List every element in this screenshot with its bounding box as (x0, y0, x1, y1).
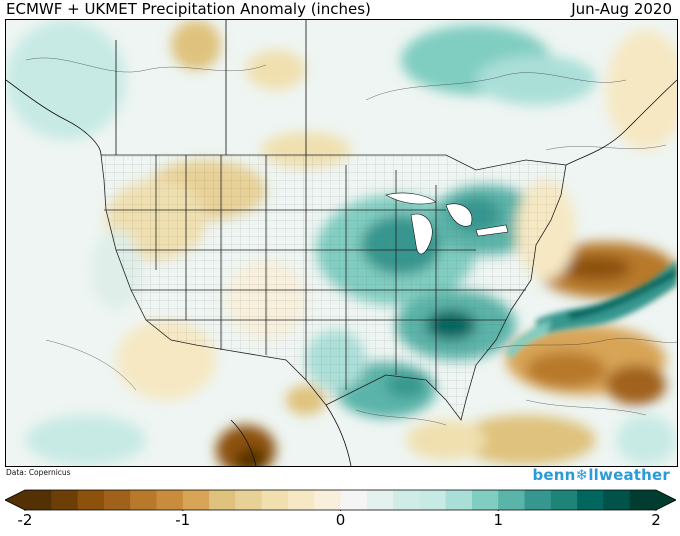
colorbar-extend-high (656, 490, 676, 510)
brand-prefix: benn (532, 466, 576, 484)
colorbar-cell (156, 490, 184, 510)
colorbar-cell (603, 490, 631, 510)
colorbar-cell (445, 490, 473, 510)
colorbar-tick-label: 0 (335, 511, 346, 529)
county-grid (101, 155, 566, 420)
colorbar-cell (209, 490, 236, 510)
coastlines (6, 20, 677, 466)
colorbar-cell (235, 490, 263, 510)
colorbar-cell (130, 490, 157, 510)
colorbar (5, 489, 676, 511)
brand-suffix: llweather (588, 466, 670, 484)
colorbar-tick-label: -2 (17, 511, 33, 529)
colorbar-cell (25, 490, 52, 510)
colorbar-cell (77, 490, 105, 510)
state-borders (100, 154, 567, 421)
colorbar-cell (577, 490, 604, 510)
anomaly-map (5, 19, 678, 467)
colorbar-cell (524, 490, 552, 510)
colorbar-cell (340, 490, 368, 510)
colorbar-cell (419, 490, 447, 510)
colorbar-cell (498, 490, 526, 510)
brand-logo: benn❄llweather (532, 466, 670, 484)
colorbar-cell (287, 490, 315, 510)
colorbar-tick-labels: -2 -1 0 1 2 (0, 511, 680, 533)
colorbar-cell (393, 490, 420, 510)
snowflake-icon: ❄ (575, 466, 589, 484)
colorbar-cell (366, 490, 394, 510)
map-title: ECMWF + UKMET Precipitation Anomaly (inc… (6, 0, 371, 18)
colorbar-tick-label: -1 (175, 511, 191, 529)
great-lakes (385, 192, 509, 255)
colorbar-cell (103, 490, 131, 510)
colorbar-tick-label: 1 (493, 511, 504, 529)
colorbar-cell (550, 490, 578, 510)
colorbar-cells (5, 490, 676, 510)
colorbar-extend-low (5, 490, 25, 510)
data-credit: Data: Copernicus (6, 468, 71, 477)
period-label: Jun-Aug 2020 (571, 0, 672, 18)
colorbar-cell (629, 490, 657, 510)
anomaly-map-svg (6, 20, 677, 466)
atlantic-wet-band (506, 260, 677, 360)
contour-lines (25, 57, 677, 426)
colorbar-cell (471, 490, 499, 510)
colorbar-tick-label: 2 (651, 511, 661, 529)
colorbar-cell (261, 490, 289, 510)
colorbar-cell (51, 490, 79, 510)
colorbar-cell (314, 490, 341, 510)
colorbar-cell (182, 490, 210, 510)
colorbar-ticks (24, 510, 657, 511)
